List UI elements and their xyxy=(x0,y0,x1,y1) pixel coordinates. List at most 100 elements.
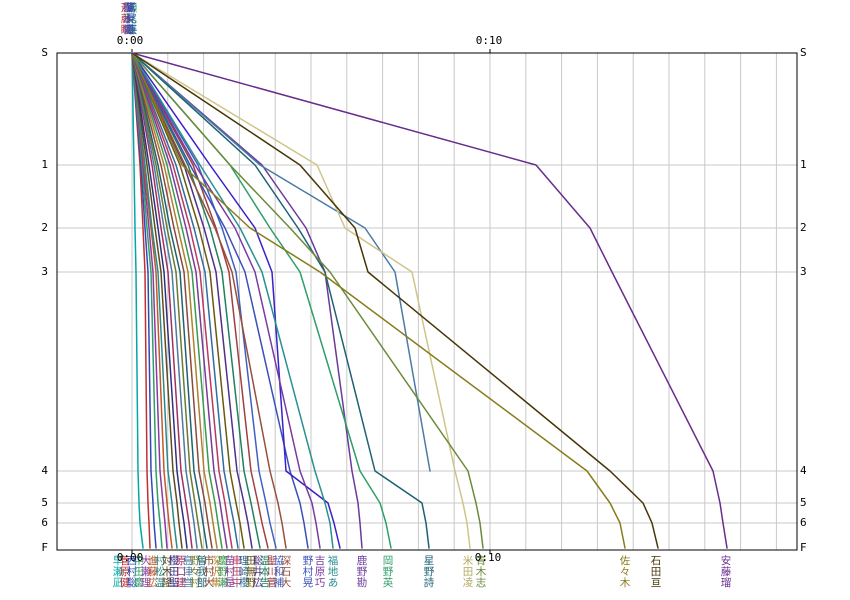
runner-line[interactable] xyxy=(131,52,213,549)
runner-finish-label[interactable]: 深石大 xyxy=(280,556,292,589)
runner-line[interactable] xyxy=(131,52,334,549)
runner-name-char: 藤 xyxy=(120,13,132,25)
runner-finish-label[interactable]: 曽我部 xyxy=(196,556,208,589)
runner-finish-label[interactable]: 深沢隼 xyxy=(210,556,222,589)
runner-name-char: 鷲 xyxy=(125,2,137,14)
runner-line[interactable] xyxy=(131,52,484,549)
runner-line[interactable] xyxy=(131,52,269,549)
control-label-right: 6 xyxy=(800,516,807,529)
runner-finish-label[interactable]: 早瀬凪 xyxy=(112,556,124,589)
runner-finish-label[interactable]: 菅原健 xyxy=(119,556,131,589)
runner-finish-label[interactable]: 野々村 xyxy=(189,556,201,589)
runner-name-char: 々 xyxy=(189,566,201,578)
runner-line[interactable] xyxy=(131,52,173,549)
runner-line[interactable] xyxy=(131,52,431,472)
runner-finish-label[interactable]: 村松温 xyxy=(154,556,166,589)
runner-finish-label[interactable]: 中田慶 xyxy=(133,556,145,589)
start-cluster-label[interactable]: 鷲見蓮 xyxy=(125,3,137,36)
runner-line[interactable] xyxy=(131,52,223,549)
runner-finish-label[interactable]: 吉原巧 xyxy=(314,556,326,589)
runner-line[interactable] xyxy=(131,52,218,549)
runner-finish-label[interactable]: 島津営 xyxy=(182,556,194,589)
runner-name-char: 広 xyxy=(252,577,264,589)
runner-finish-label[interactable]: 聡井広 xyxy=(252,556,264,589)
runner-line[interactable] xyxy=(131,52,151,549)
runner-name-char: 尾 xyxy=(126,13,138,25)
runner-line[interactable] xyxy=(131,52,193,549)
runner-line[interactable] xyxy=(131,52,239,549)
runner-name-char: 凪 xyxy=(112,577,124,589)
runner-line[interactable] xyxy=(131,52,392,549)
runner-name-char: 野 xyxy=(382,566,394,578)
runner-finish-label[interactable]: 大瀬理 xyxy=(140,556,152,589)
runner-name-char: 健 xyxy=(119,577,131,589)
runner-finish-label[interactable]: 進藤広 xyxy=(147,556,159,589)
runner-finish-label[interactable]: 市村大 xyxy=(203,556,215,589)
runner-finish-label[interactable]: 安藤瑠 xyxy=(720,556,732,589)
runner-name-char: 瀬 xyxy=(126,2,138,14)
runner-finish-label[interactable]: 理崎櫻 xyxy=(238,556,250,589)
runner-line[interactable] xyxy=(131,52,245,549)
runner-line[interactable] xyxy=(131,52,253,549)
runner-finish-label[interactable]: 苗村是 xyxy=(224,556,236,589)
runner-finish-label[interactable]: 福地あ xyxy=(327,556,339,589)
runner-finish-label[interactable]: 串田中 xyxy=(231,556,243,589)
runner-finish-label[interactable]: 青木志 xyxy=(475,556,487,589)
runner-name-char: 営 xyxy=(182,577,194,589)
runner-finish-label[interactable]: 星野詩 xyxy=(423,556,435,589)
start-cluster-label[interactable]: 瀬尾瑛 xyxy=(126,3,138,36)
runner-name-char: 早 xyxy=(112,555,124,567)
runner-finish-label[interactable]: 協和補 xyxy=(273,556,285,589)
runner-finish-label[interactable]: 田無野 xyxy=(245,556,257,589)
runner-finish-label[interactable]: 岡野英 xyxy=(382,556,394,589)
runner-line[interactable] xyxy=(131,52,178,549)
runner-line[interactable] xyxy=(131,52,233,549)
runner-name-char: 福 xyxy=(327,555,339,567)
runner-name-char: 志 xyxy=(475,577,487,589)
runner-finish-label[interactable]: 石田亘 xyxy=(650,556,662,589)
start-cluster-label[interactable]: 斎藤瞬 xyxy=(120,3,132,36)
runner-line[interactable] xyxy=(131,52,309,549)
runner-name-char: 口 xyxy=(175,566,187,578)
runner-finish-label[interactable]: 温本告 xyxy=(259,556,271,589)
runner-line[interactable] xyxy=(131,52,430,549)
runner-line[interactable] xyxy=(131,52,163,549)
runner-line[interactable] xyxy=(131,52,228,549)
runner-line[interactable] xyxy=(131,52,183,549)
runner-name-char: 理 xyxy=(140,577,152,589)
runner-line[interactable] xyxy=(131,52,208,549)
runner-finish-label[interactable]: 鹿野勘 xyxy=(356,556,368,589)
runner-finish-label[interactable]: 櫻田聖 xyxy=(168,556,180,589)
runner-line[interactable] xyxy=(131,52,188,549)
runner-line[interactable] xyxy=(131,52,659,549)
runner-line[interactable] xyxy=(131,52,168,549)
runner-line[interactable] xyxy=(131,52,341,549)
runner-finish-label[interactable]: 慶野瀬 xyxy=(217,556,229,589)
runner-line[interactable] xyxy=(131,52,261,549)
runner-name-char: 菅 xyxy=(119,555,131,567)
runner-finish-label[interactable]: 西村聡 xyxy=(126,556,138,589)
start-cluster-label[interactable]: 藤原颯 xyxy=(123,3,135,36)
runner-line[interactable] xyxy=(131,52,203,549)
runner-line[interactable] xyxy=(131,52,363,549)
runner-finish-label[interactable]: 米田凌 xyxy=(462,556,474,589)
runner-line[interactable] xyxy=(131,52,144,549)
runner-finish-label[interactable]: 聖川菅 xyxy=(266,556,278,589)
runner-name-char: 崎 xyxy=(238,566,250,578)
runner-finish-label[interactable]: 佐々木 xyxy=(619,556,631,589)
runner-line[interactable] xyxy=(131,52,626,549)
runner-line[interactable] xyxy=(131,52,198,549)
runner-line[interactable] xyxy=(131,52,321,549)
runner-name-char: 岡 xyxy=(382,555,394,567)
runner-finish-label[interactable]: 原口建 xyxy=(175,556,187,589)
runner-line[interactable] xyxy=(131,52,157,549)
start-cluster-label[interactable]: 櫻木響 xyxy=(122,3,134,36)
runner-line[interactable] xyxy=(131,52,287,549)
runner-finish-label[interactable]: 野村晃 xyxy=(302,556,314,589)
runner-name-char: 野 xyxy=(356,566,368,578)
runner-name-char: 菅 xyxy=(266,577,278,589)
runner-finish-label[interactable]: 対木隆 xyxy=(161,556,173,589)
runner-line[interactable] xyxy=(131,52,471,549)
runner-line[interactable] xyxy=(131,52,728,549)
